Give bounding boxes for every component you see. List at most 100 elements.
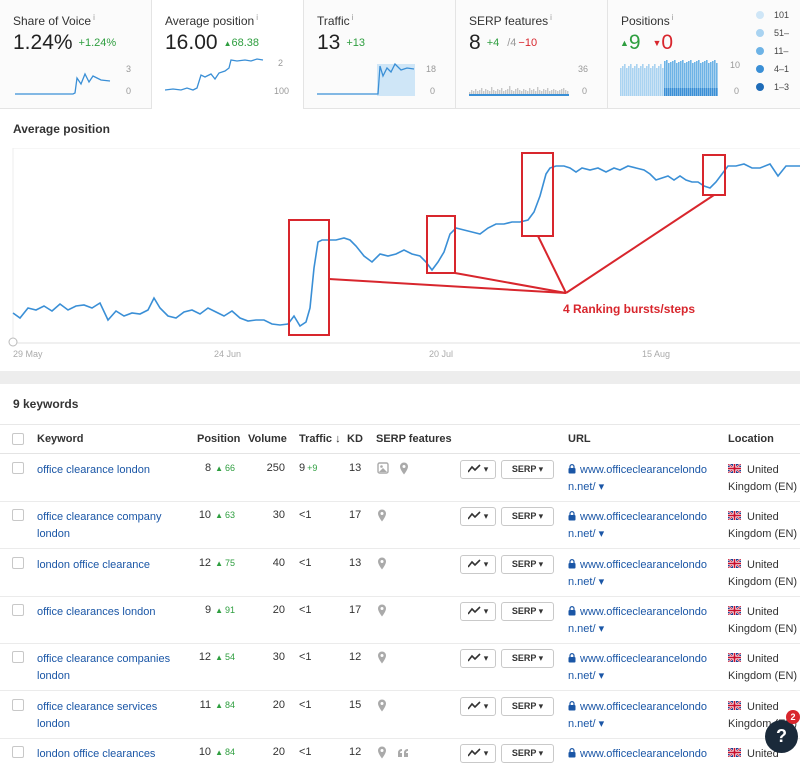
sparkline-bar	[674, 88, 676, 96]
scroll-handle[interactable]	[8, 337, 18, 347]
row-checkbox[interactable]	[12, 557, 24, 569]
kd-cell: 12	[349, 651, 362, 663]
metric-value: 1.24%	[13, 31, 73, 54]
average-position-chart[interactable]	[0, 148, 800, 363]
row-checkbox[interactable]	[12, 699, 24, 711]
position-history-button[interactable]: ▾	[460, 460, 496, 479]
info-icon[interactable]: i	[671, 13, 674, 22]
kd-cell: 15	[349, 699, 362, 711]
serp-button[interactable]: SERP ▾	[501, 460, 554, 479]
sparkline-bar	[690, 88, 692, 96]
serp-button[interactable]: SERP ▾	[501, 507, 554, 526]
keyword-link[interactable]: office clearance london	[37, 464, 150, 476]
select-all-checkbox[interactable]	[12, 433, 24, 445]
position-history-button[interactable]: ▾	[460, 602, 496, 621]
pin-icon	[378, 509, 386, 522]
sparkline-bar	[473, 91, 475, 96]
traffic-cell: <1	[299, 604, 314, 616]
serp-button[interactable]: SERP ▾	[501, 555, 554, 574]
sparkline-bar	[638, 68, 640, 96]
serp-button[interactable]: SERP ▾	[501, 697, 554, 716]
sparkline-bar	[622, 66, 624, 96]
sparkline-bar	[650, 68, 652, 96]
serp-button[interactable]: SERP ▾	[501, 649, 554, 668]
table-row: office clearance companies london 12 ▲ 54 30…	[0, 644, 800, 691]
axis-top: 36	[578, 64, 589, 74]
dropdown-caret: ▾	[483, 653, 489, 663]
sparkline-bar	[698, 88, 700, 96]
metric-card-serp-features[interactable]: SERP features i 8 +4/4 −10 36 0	[456, 0, 608, 108]
sparkline-bar	[535, 91, 537, 96]
url-cell: www.officeclearancelondon.net/ ▾	[568, 509, 716, 543]
position-history-button[interactable]: ▾	[460, 744, 496, 763]
row-checkbox[interactable]	[12, 604, 24, 616]
location-text: United Kingdom (EN)	[728, 606, 798, 635]
column-header-volume[interactable]: Volume	[248, 433, 287, 445]
position-history-button[interactable]: ▾	[460, 507, 496, 526]
keyword-link[interactable]: office clearance company london	[37, 511, 162, 540]
traffic-value: <1	[299, 604, 312, 616]
sparkline-bar	[475, 89, 477, 96]
location-text: United Kingdom (EN)	[747, 748, 779, 760]
info-icon[interactable]: i	[256, 13, 258, 22]
position-history-button[interactable]: ▾	[460, 555, 496, 574]
sparkline-bar	[503, 91, 505, 96]
kd-cell: 17	[349, 604, 362, 616]
url-cell: www.officeclearancelondon.net/ ▾	[568, 651, 716, 685]
url-link[interactable]: www.officeclearancelondon.net/ ▾	[568, 653, 707, 682]
column-header-position[interactable]: Position	[197, 433, 241, 445]
up-arrow-icon: ▲	[215, 559, 223, 568]
keyword-link[interactable]: london office clearances	[37, 748, 156, 760]
legend-item[interactable]: 101	[756, 10, 800, 28]
url-link[interactable]: www.officeclearancelondon.net/ ▾	[568, 464, 707, 493]
position-history-button[interactable]: ▾	[460, 649, 496, 668]
column-header-location[interactable]: Location	[728, 433, 774, 445]
sparkline-bar	[714, 88, 716, 96]
metric-card-share-of-voice[interactable]: Share of Voice i 1.24% +1.24% 3 0	[0, 0, 152, 108]
serp-features-cell	[377, 462, 419, 476]
keyword-link[interactable]: london office clearance	[37, 559, 150, 571]
help-button[interactable]: ?	[765, 720, 798, 753]
keyword-link[interactable]: office clearance services london	[37, 701, 158, 730]
row-checkbox[interactable]	[12, 746, 24, 758]
url-link[interactable]: www.officeclearancelondon.net/ ▾	[568, 606, 707, 635]
url-cell: www.officeclearancelondon.net/ ▾	[568, 462, 716, 496]
traffic-cell: <1	[299, 651, 314, 663]
position-cell: 9 ▲ 91	[175, 604, 235, 616]
url-link[interactable]: www.officeclearancelondon.net/ ▾	[568, 511, 707, 540]
serp-button[interactable]: SERP ▾	[501, 602, 554, 621]
legend-item[interactable]: 1–3	[756, 82, 800, 100]
sparkline-bar	[708, 63, 710, 96]
metric-card-traffic[interactable]: Traffic i 13 +13 18 0	[304, 0, 456, 108]
metric-card-average-position[interactable]: Average position i 16.00 ▲68.38 2 100	[152, 0, 304, 109]
traffic-value: <1	[299, 509, 312, 521]
row-checkbox[interactable]	[12, 462, 24, 474]
column-header-url[interactable]: URL	[568, 433, 591, 445]
row-checkbox[interactable]	[12, 651, 24, 663]
annotation-line	[454, 272, 567, 294]
sparkline-bar	[696, 61, 698, 96]
position-cell: 11 ▲ 84	[175, 699, 235, 711]
legend-item[interactable]: 51–	[756, 28, 800, 46]
info-icon[interactable]: i	[93, 13, 95, 22]
column-header-kd[interactable]: KD	[347, 433, 363, 445]
url-link[interactable]: www.officeclearancelondon.net/ ▾	[568, 559, 707, 588]
column-header-traffic[interactable]: Traffic ↓	[299, 433, 341, 445]
legend-item[interactable]: 4–1	[756, 64, 800, 82]
sparkline-bar	[523, 89, 525, 96]
column-header-keyword[interactable]: Keyword	[37, 433, 84, 445]
row-checkbox[interactable]	[12, 509, 24, 521]
keyword-link[interactable]: office clearance companies london	[37, 653, 171, 682]
legend-item[interactable]: 11–	[756, 46, 800, 64]
url-link[interactable]: www.officeclearancelondon.net/ ▾	[580, 748, 707, 760]
sparkline-bar	[652, 66, 654, 96]
keyword-link[interactable]: office clearances london	[37, 606, 156, 618]
info-icon[interactable]: i	[550, 13, 552, 22]
metric-card-positions[interactable]: Positions i ▲9 ▼0 10 0 101 51– 11– 4–1 1–…	[608, 0, 800, 108]
serp-button[interactable]: SERP ▾	[501, 744, 554, 763]
position-history-button[interactable]: ▾	[460, 697, 496, 716]
url-link[interactable]: www.officeclearancelondon.net/ ▾	[568, 701, 707, 730]
axis-top: 2	[278, 58, 284, 68]
column-header-serp-features[interactable]: SERP features	[376, 433, 452, 445]
info-icon[interactable]: i	[351, 13, 354, 22]
